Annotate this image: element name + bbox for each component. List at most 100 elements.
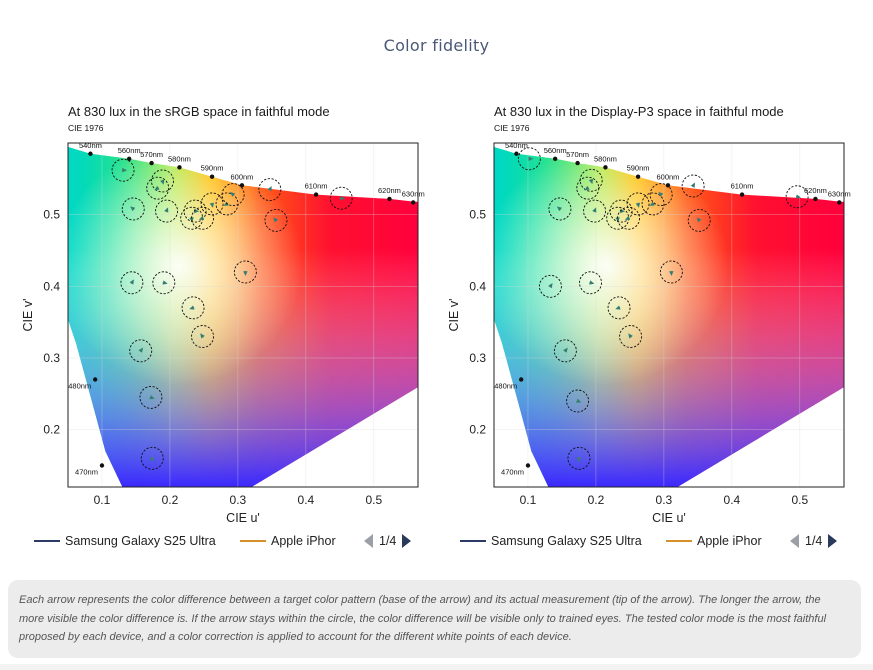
y-tick-label: 0.4 bbox=[43, 279, 60, 293]
measurement-marker bbox=[191, 206, 215, 230]
samsung-arrow bbox=[563, 347, 568, 353]
samsung-arrow bbox=[122, 168, 128, 173]
plot-frame bbox=[67, 142, 419, 488]
wavelength-label: 590nm bbox=[201, 164, 224, 173]
tolerance-circle bbox=[152, 271, 176, 295]
measurement-marker bbox=[120, 271, 144, 295]
pager-next-icon[interactable] bbox=[402, 534, 412, 548]
samsung-arrow bbox=[198, 215, 205, 220]
samsung-arrow bbox=[576, 457, 582, 463]
pager-prev-icon[interactable] bbox=[790, 534, 799, 548]
legend-swatch bbox=[240, 540, 266, 542]
samsung-arrow bbox=[162, 280, 168, 285]
pager-next-icon[interactable] bbox=[828, 534, 838, 548]
tolerance-circle bbox=[121, 197, 145, 221]
samsung-arrow bbox=[592, 207, 597, 213]
plot-frame bbox=[493, 142, 845, 488]
wavelength-label: 620nm bbox=[378, 186, 401, 195]
legend-pager: 1/4 bbox=[790, 534, 838, 548]
samsung-arrow bbox=[669, 271, 674, 276]
samsung-arrow bbox=[556, 206, 562, 212]
wavelength-dot bbox=[177, 165, 182, 170]
tolerance-circle bbox=[626, 192, 650, 216]
samsung-arrow bbox=[189, 305, 195, 310]
tolerance-circle bbox=[181, 296, 205, 320]
wavelength-dot bbox=[149, 160, 154, 166]
tolerance-circle bbox=[258, 178, 282, 202]
wavelength-dot bbox=[739, 192, 745, 197]
pager-prev-icon[interactable] bbox=[364, 534, 373, 548]
samsung-arrow bbox=[154, 185, 160, 191]
legend-item-apple[interactable]: Apple iPhor bbox=[666, 534, 764, 548]
tolerance-circle bbox=[619, 325, 643, 348]
tolerance-circle bbox=[183, 199, 207, 223]
tolerance-circle bbox=[221, 183, 245, 207]
wavelength-dot bbox=[126, 156, 132, 161]
tolerance-circle bbox=[538, 274, 562, 298]
tolerance-circle bbox=[215, 192, 239, 216]
measurement-marker bbox=[191, 325, 215, 348]
tolerance-circle bbox=[120, 271, 144, 295]
samsung-arrow bbox=[795, 194, 802, 199]
legend-item-samsung[interactable]: Samsung Galaxy S25 Ultra bbox=[34, 534, 216, 548]
color-gamut-fill bbox=[68, 147, 418, 487]
samsung-arrow bbox=[635, 202, 641, 208]
tolerance-circle bbox=[617, 206, 641, 230]
samsung-arrow bbox=[200, 333, 205, 339]
wavelength-dot bbox=[313, 192, 319, 197]
tolerance-circle bbox=[576, 176, 600, 200]
tolerance-circle bbox=[785, 185, 809, 209]
legend-item-samsung[interactable]: Samsung Galaxy S25 Ultra bbox=[460, 534, 642, 548]
y-tick-label: 0.2 bbox=[43, 423, 60, 437]
tolerance-circle bbox=[659, 260, 683, 284]
tolerance-circle bbox=[583, 199, 607, 223]
wavelength-label: 580nm bbox=[594, 154, 617, 163]
chart-display-p3: At 830 lux in the Display-P3 space in fa… bbox=[446, 100, 866, 560]
legend-pager: 1/4 bbox=[364, 534, 412, 548]
wavelength-dot bbox=[635, 174, 641, 179]
measurement-marker bbox=[553, 339, 577, 363]
samsung-arrow bbox=[273, 217, 279, 223]
samsung-arrow bbox=[267, 186, 272, 192]
tolerance-circle bbox=[155, 199, 178, 223]
measurement-marker bbox=[681, 174, 705, 198]
wavelength-label: 630nm bbox=[828, 189, 851, 198]
measurement-marker bbox=[200, 192, 224, 216]
measurement-marker bbox=[607, 296, 631, 320]
measurement-marker bbox=[155, 199, 178, 223]
tolerance-circle bbox=[146, 176, 170, 200]
samsung-arrow bbox=[160, 179, 165, 185]
samsung-arrow bbox=[615, 217, 620, 223]
y-tick-label: 0.3 bbox=[43, 351, 60, 365]
wavelength-dot bbox=[88, 151, 93, 156]
wavelength-dot bbox=[525, 463, 531, 468]
wavelength-label: 620nm bbox=[804, 186, 827, 195]
samsung-arrow bbox=[649, 201, 655, 206]
samsung-arrow bbox=[150, 457, 155, 463]
samsung-arrow bbox=[615, 305, 621, 310]
tolerance-circle bbox=[140, 446, 164, 470]
wavelength-dot bbox=[387, 196, 392, 202]
legend-label: Apple iPhor bbox=[271, 534, 336, 548]
samsung-arrow bbox=[628, 333, 633, 339]
chart-title: At 830 lux in the sRGB space in faithful… bbox=[68, 104, 330, 119]
tolerance-circle bbox=[649, 183, 673, 207]
samsung-arrow bbox=[658, 191, 664, 197]
samsung-arrow bbox=[690, 182, 695, 188]
legend-swatch bbox=[460, 540, 486, 542]
wavelength-label: 480nm bbox=[494, 382, 517, 391]
diagram-label: CIE 1976 bbox=[68, 123, 104, 133]
measurement-marker bbox=[785, 185, 809, 209]
cie-diagram-svg: 0.1 0.2 0.3 0.4 0.5 0.2 0.3 0.4 0.5 CIE u' CIE v' C… bbox=[447, 123, 851, 525]
chart-title: At 830 lux in the Display-P3 space in fa… bbox=[494, 104, 784, 119]
tolerance-circle bbox=[579, 271, 602, 295]
y-tick-label: 0.5 bbox=[43, 208, 60, 222]
measurement-marker bbox=[649, 183, 673, 207]
measurement-marker bbox=[129, 339, 153, 363]
x-tick-label: 0.1 bbox=[94, 493, 111, 507]
measurement-marker bbox=[151, 169, 174, 193]
measurement-marker bbox=[181, 296, 205, 320]
wavelength-label: 610nm bbox=[305, 182, 328, 191]
legend-item-apple[interactable]: Apple iPhor bbox=[240, 534, 338, 548]
legend-swatch bbox=[666, 540, 692, 542]
